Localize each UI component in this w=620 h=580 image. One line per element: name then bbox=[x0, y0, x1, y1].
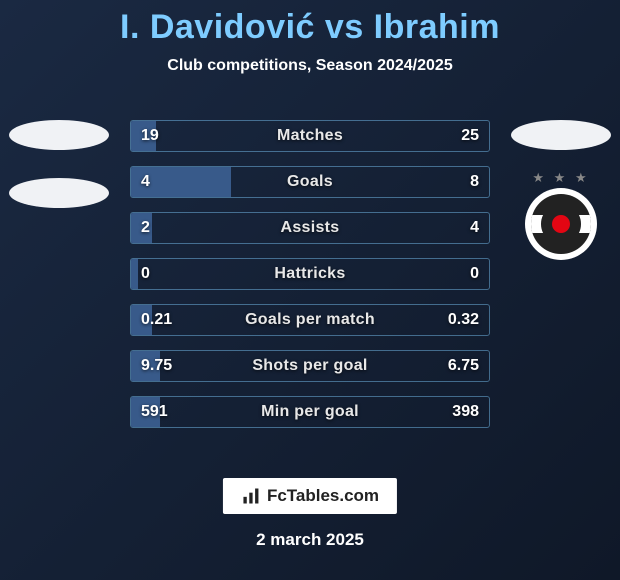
brand-text: FcTables.com bbox=[267, 486, 379, 506]
stat-label: Assists bbox=[131, 213, 489, 243]
footer-date: 2 march 2025 bbox=[0, 530, 620, 550]
stat-row: 2Assists4 bbox=[130, 212, 490, 244]
stat-row: 9.75Shots per goal6.75 bbox=[130, 350, 490, 382]
player-photo-placeholder bbox=[9, 120, 109, 150]
stat-right-value: 25 bbox=[451, 121, 489, 151]
stat-row: 591Min per goal398 bbox=[130, 396, 490, 428]
stat-row: 0Hattricks0 bbox=[130, 258, 490, 290]
brand-badge: FcTables.com bbox=[223, 478, 397, 514]
stat-right-value: 398 bbox=[442, 397, 489, 427]
stat-right-value: 0 bbox=[460, 259, 489, 289]
left-player-column bbox=[4, 120, 114, 208]
stat-label: Goals bbox=[131, 167, 489, 197]
stat-right-value: 4 bbox=[460, 213, 489, 243]
stat-row: 19Matches25 bbox=[130, 120, 490, 152]
stat-right-value: 8 bbox=[460, 167, 489, 197]
comparison-bars: 19Matches254Goals82Assists40Hattricks00.… bbox=[130, 120, 490, 428]
stat-right-value: 6.75 bbox=[438, 351, 489, 381]
stat-label: Hattricks bbox=[131, 259, 489, 289]
stat-label: Shots per goal bbox=[131, 351, 489, 381]
page-title: I. Davidović vs Ibrahim bbox=[0, 0, 620, 47]
player-photo-placeholder bbox=[511, 120, 611, 150]
club-logo-placeholder bbox=[9, 178, 109, 208]
stat-right-value: 0.32 bbox=[438, 305, 489, 335]
stat-label: Goals per match bbox=[131, 305, 489, 335]
club-badge-partizan: ★ ★ ★ bbox=[525, 188, 597, 260]
right-player-column: ★ ★ ★ bbox=[506, 120, 616, 260]
stat-row: 4Goals8 bbox=[130, 166, 490, 198]
stat-label: Min per goal bbox=[131, 397, 489, 427]
page-subtitle: Club competitions, Season 2024/2025 bbox=[0, 57, 620, 75]
stat-label: Matches bbox=[131, 121, 489, 151]
stat-row: 0.21Goals per match0.32 bbox=[130, 304, 490, 336]
chart-icon bbox=[241, 486, 261, 506]
club-stars-icon: ★ ★ ★ bbox=[525, 170, 597, 186]
